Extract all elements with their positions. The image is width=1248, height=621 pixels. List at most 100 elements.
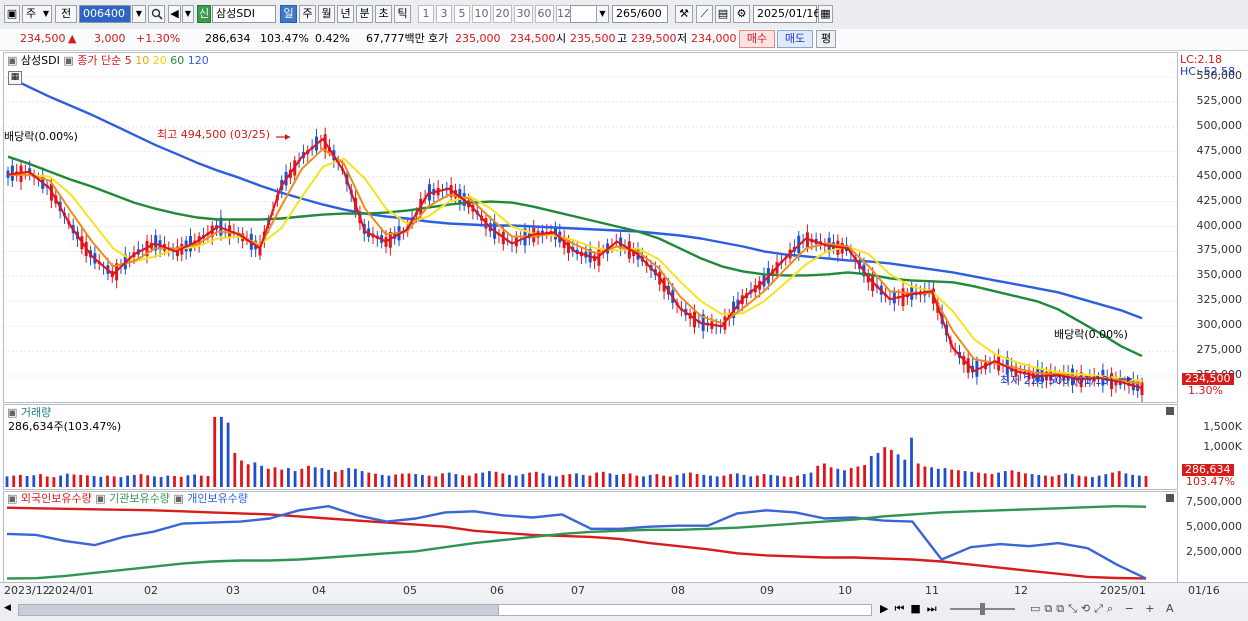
volume-bar <box>568 474 572 487</box>
price-tick: 375,000 <box>1196 243 1243 257</box>
hoga-ask: 235,000 <box>455 32 501 45</box>
table-toggle-icon[interactable]: ▦ <box>8 71 22 85</box>
interval-dropdown-icon[interactable]: ▼ <box>596 5 609 23</box>
volume-bar <box>608 473 612 487</box>
scroll-left-icon[interactable]: ◀ <box>4 603 11 613</box>
volume-bar <box>1010 470 1014 487</box>
window-menu-icon[interactable]: ▣ <box>4 5 20 23</box>
gear-icon[interactable]: ⚙ <box>733 5 750 23</box>
volume-ratio: 103.47% <box>260 32 309 45</box>
calendar-icon[interactable]: ▦ <box>818 5 833 23</box>
eval-button[interactable]: 평 <box>816 30 836 48</box>
volume-chart[interactable] <box>4 405 1177 489</box>
x-label: 03 <box>226 584 240 597</box>
legend-individual: 개인보유수량 <box>187 492 249 505</box>
holding-chart[interactable] <box>4 492 1177 582</box>
tab-period-2[interactable]: 월 <box>318 5 335 23</box>
volume-bar <box>735 473 739 487</box>
date-input[interactable]: 2025/01/16 <box>753 5 820 23</box>
volume-bar <box>1144 476 1148 487</box>
speaker-dropdown-icon[interactable]: ▼ <box>182 5 194 23</box>
volume-bar <box>715 476 719 487</box>
volume-bar <box>910 437 913 487</box>
save-icon[interactable]: ▤ <box>715 5 731 23</box>
playback-controls[interactable]: ▶⏮■⏭ <box>880 602 943 615</box>
high-label: 고 <box>617 32 628 45</box>
draw-line-icon[interactable]: ⟋ <box>696 5 713 23</box>
volume-bar <box>796 475 799 487</box>
speaker-icon[interactable]: ◀ <box>168 5 181 23</box>
code-dropdown-icon[interactable]: ▼ <box>132 5 146 23</box>
tab-interval-20[interactable]: 20 <box>493 5 512 23</box>
tab-interval-5[interactable]: 5 <box>454 5 470 23</box>
volume-bar <box>1097 475 1101 487</box>
sell-button[interactable]: 매도 <box>777 30 813 48</box>
volume-bar <box>454 474 458 487</box>
volume-bar <box>226 422 230 487</box>
open-label: 시 <box>556 32 567 45</box>
volume-bar <box>903 459 907 487</box>
volume-bar <box>561 474 565 487</box>
volume-bar <box>206 476 210 487</box>
tab-period-6[interactable]: 틱 <box>394 5 411 23</box>
volume-bar <box>682 473 686 487</box>
count-total: /600 <box>637 7 662 20</box>
price-tick: 550,000 <box>1196 68 1243 82</box>
panel-close-icon[interactable] <box>1166 407 1174 415</box>
volume-bar <box>293 471 297 487</box>
tab-interval-30[interactable]: 30 <box>514 5 533 23</box>
tab-period-5[interactable]: 초 <box>375 5 392 23</box>
volume-bar <box>447 472 451 487</box>
tab-period-3[interactable]: 년 <box>337 5 354 23</box>
volume-bar <box>92 476 96 487</box>
tab-interval-10[interactable]: 10 <box>472 5 491 23</box>
legend-ma10: 10 <box>135 54 150 67</box>
volume-bar <box>434 476 438 487</box>
tab-interval-60[interactable]: 60 <box>535 5 554 23</box>
volume-panel[interactable]: ▣ 거래량 286,634주(103.47%) <box>3 404 1178 490</box>
count-field[interactable]: 265/600 <box>612 5 668 23</box>
volume-bar <box>642 476 645 487</box>
holding-line-2 <box>6 505 1147 580</box>
holding-panel[interactable]: ▣ 외국인보유수량 ▣ 기관보유수량 ▣ 개인보유수량 <box>3 491 1178 583</box>
volume-bar <box>5 476 9 487</box>
turnover-rate: 0.42% <box>315 32 350 45</box>
volume-bar <box>555 476 558 487</box>
volume-bar <box>749 476 753 487</box>
volume-bar <box>548 475 552 487</box>
tab-period-0[interactable]: 일 <box>280 5 297 23</box>
panel-close-icon[interactable] <box>1166 494 1174 502</box>
volume-bar <box>421 474 424 487</box>
volume-bar <box>849 468 853 487</box>
volume-bar <box>86 475 89 487</box>
price-panel[interactable]: ▣ 삼성SDI ▣ 종가 단순 5 10 20 60 120 ▦ 배당락(0.0… <box>3 52 1178 403</box>
volume-bar <box>936 468 940 487</box>
stock-name-field[interactable]: 삼성SDI <box>212 5 276 23</box>
zoom-slider-handle[interactable] <box>980 603 985 615</box>
open-price: 235,500 <box>570 32 616 45</box>
price-tick: 350,000 <box>1196 268 1243 282</box>
view-tools-icons[interactable]: ▭⧉⧉⤡⟲⤢⌕ − + A <box>1030 602 1178 615</box>
low-note: 최저 229,500 (01/13) <box>1000 374 1114 387</box>
scroll-track[interactable] <box>18 604 500 616</box>
type-select[interactable]: 주 ▼ <box>22 5 52 23</box>
volume-bar <box>1024 473 1027 487</box>
search-icon[interactable] <box>148 5 165 23</box>
tab-period-4[interactable]: 분 <box>356 5 373 23</box>
legend-foreign: 외국인보유수량 <box>20 492 92 505</box>
volume-bar <box>25 476 29 487</box>
stock-code-input[interactable]: 006400 <box>79 5 131 23</box>
tab-interval-1[interactable]: 1 <box>418 5 434 23</box>
volume-bar <box>273 467 277 487</box>
volume-bar <box>1017 471 1021 487</box>
buy-button[interactable]: 매수 <box>739 30 775 48</box>
prev-button[interactable]: 전 <box>55 5 77 23</box>
tab-interval-3[interactable]: 3 <box>436 5 452 23</box>
hoga-bid: 234,500 <box>510 32 556 45</box>
scroll-thumb[interactable] <box>498 604 872 616</box>
chart-tools-icon[interactable]: ⚒ <box>675 5 693 23</box>
price-chart[interactable] <box>4 53 1177 402</box>
volume-bar <box>494 471 498 487</box>
volume-bar <box>729 474 732 487</box>
tab-period-1[interactable]: 주 <box>299 5 316 23</box>
